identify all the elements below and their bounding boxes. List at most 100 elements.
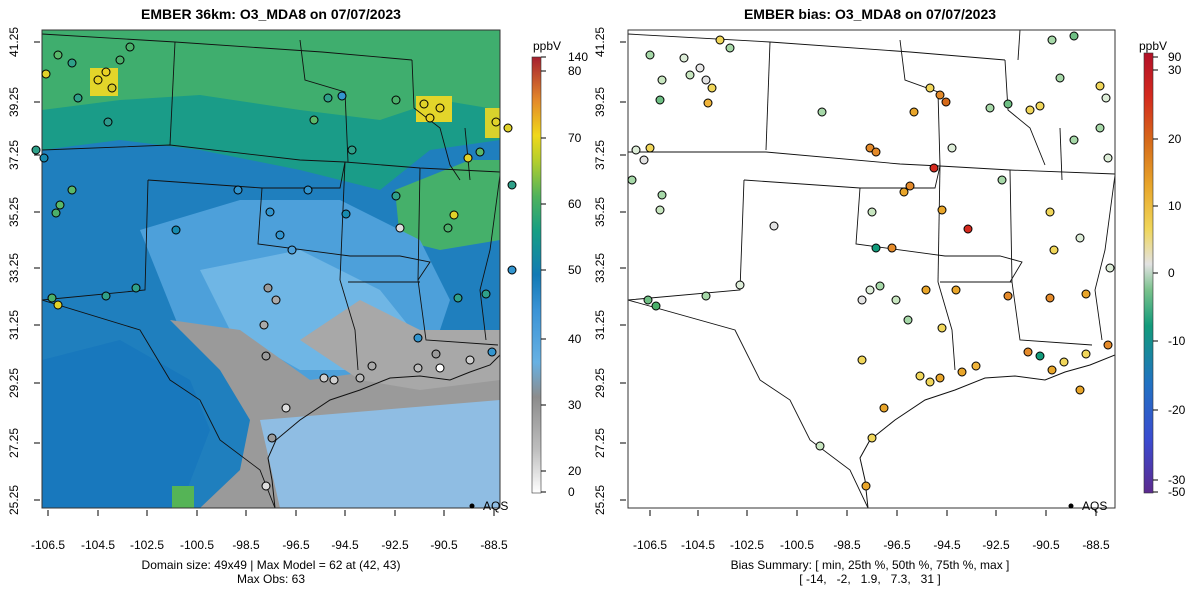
colorbar-tick-label: 50 (568, 263, 582, 277)
bias-dot (951, 285, 961, 295)
bias-dot (985, 103, 995, 113)
left-x-ticklabels: -106.5 -104.5 -102.5 -100.5 -98.5 -96.5 … (31, 538, 508, 552)
obs-dot (31, 145, 41, 155)
x-tick-label: -102.5 (730, 538, 764, 552)
obs-dot (367, 361, 377, 371)
obs-dot (323, 93, 333, 103)
y-tick-label: 35.25 (7, 197, 21, 227)
bias-dot (903, 315, 913, 325)
colorbar-tick-label: -10 (1168, 334, 1186, 348)
obs-dot (463, 153, 473, 163)
bias-dot (1025, 105, 1035, 115)
obs-dot (425, 113, 435, 123)
bias-dot (957, 367, 967, 377)
bias-dot (715, 35, 725, 45)
bias-dot (1103, 340, 1113, 350)
obs-dot (103, 117, 113, 127)
x-tick-label: -104.5 (81, 538, 115, 552)
left-colorbar-unit: ppbV (533, 39, 561, 53)
y-tick-label: 27.25 (593, 428, 607, 458)
bias-dot (1047, 365, 1057, 375)
colorbar-tick-label: 90 (1168, 50, 1182, 64)
model-field-grey-inland (300, 300, 500, 390)
bias-dot (627, 175, 637, 185)
bias-dot (655, 205, 665, 215)
obs-dot (309, 115, 319, 125)
bias-dot (651, 301, 661, 311)
bias-dot (925, 83, 935, 93)
bias-dot (631, 145, 641, 155)
obs-dot (391, 191, 401, 201)
y-tick-label: 31.25 (7, 310, 21, 340)
obs-dot (395, 223, 405, 233)
obs-dot (319, 373, 329, 383)
bias-dot (1095, 123, 1105, 133)
obs-dot (93, 75, 103, 85)
obs-dot (329, 375, 339, 385)
model-field-mexico (42, 340, 210, 508)
x-tick-label: -104.5 (681, 538, 715, 552)
obs-dot (413, 363, 423, 373)
left-map-title: EMBER 36km: O3_MDA8 on 07/07/2023 (141, 6, 401, 22)
bias-dot (643, 295, 653, 305)
obs-dot (355, 373, 365, 383)
left-map-frame (41, 29, 501, 509)
obs-dot (475, 147, 485, 157)
bias-dot (1081, 289, 1091, 299)
obs-dot (265, 207, 275, 217)
obs-dot (487, 347, 497, 357)
bias-dot (941, 97, 951, 107)
bias-dot (875, 281, 885, 291)
obs-dot (435, 103, 445, 113)
colorbar-tick-label: 10 (1168, 199, 1182, 213)
bias-dot (639, 155, 649, 165)
colorbar-tick-label: -20 (1168, 403, 1186, 417)
x-tick-label: -94.5 (331, 538, 359, 552)
right-state-boundaries (628, 30, 1115, 508)
bias-dot (1105, 263, 1115, 273)
obs-dot (347, 145, 357, 155)
y-tick-label: 39.25 (593, 87, 607, 117)
left-coastline (267, 354, 500, 508)
obs-dot (233, 185, 243, 195)
bias-dot (921, 285, 931, 295)
left-footer-line1: Domain size: 49x49 | Max Model = 62 at (… (142, 558, 401, 572)
x-tick-label: -106.5 (31, 538, 65, 552)
obs-dot (73, 93, 83, 103)
bias-dot (905, 181, 915, 191)
bias-dot (937, 205, 947, 215)
bias-dot (1045, 293, 1055, 303)
bias-dot (871, 243, 881, 253)
obs-dot (259, 320, 269, 330)
bias-dot (1035, 351, 1045, 361)
obs-dot (507, 265, 517, 275)
obs-dot (281, 403, 291, 413)
colorbar-tick-label: 60 (568, 197, 582, 211)
bias-dot (725, 43, 735, 53)
bias-dot (857, 355, 867, 365)
left-colorbar (531, 56, 542, 494)
x-tick-label: -96.5 (282, 538, 310, 552)
bias-dot (679, 53, 689, 63)
obs-dot (287, 245, 297, 255)
x-tick-label: -100.5 (180, 538, 214, 552)
obs-dot (271, 295, 281, 305)
bias-dot (817, 107, 827, 117)
bias-dot (735, 280, 745, 290)
left-x-tickmarks (47, 510, 495, 516)
obs-dot (261, 351, 271, 361)
bias-dot (701, 291, 711, 301)
bias-dot (1049, 245, 1059, 255)
bias-dot (997, 175, 1007, 185)
obs-dot (341, 209, 351, 219)
y-tick-label: 37.25 (593, 140, 607, 170)
x-tick-label: -88.5 (480, 538, 508, 552)
right-colorbar-unit: ppbV (1139, 39, 1167, 53)
obs-dot (51, 208, 61, 218)
bias-dot (871, 147, 881, 157)
obs-dot (481, 289, 491, 299)
bias-dot (655, 95, 665, 105)
bias-dot (929, 163, 939, 173)
